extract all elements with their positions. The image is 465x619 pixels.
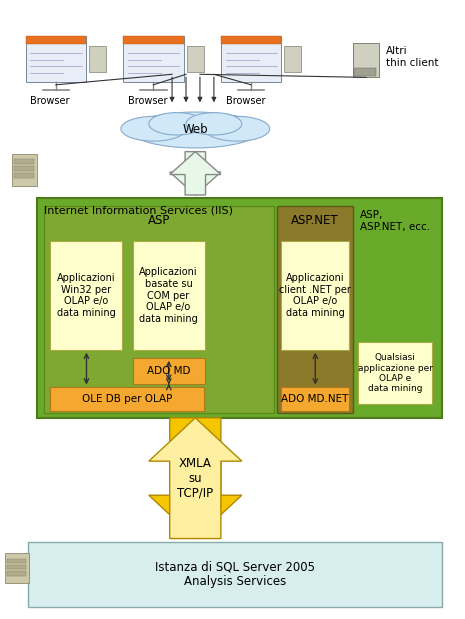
- Polygon shape: [149, 418, 242, 539]
- Text: Browser: Browser: [30, 96, 70, 106]
- Bar: [14, 173, 34, 178]
- Text: Applicazioni
client .NET per
OLAP e/o
data mining: Applicazioni client .NET per OLAP e/o da…: [279, 273, 351, 318]
- Text: Applicazioni
Win32 per
OLAP e/o
data mining: Applicazioni Win32 per OLAP e/o data min…: [57, 273, 116, 318]
- Bar: [123, 35, 184, 82]
- Text: ADO MD.NET: ADO MD.NET: [281, 394, 349, 404]
- Text: Web: Web: [182, 123, 208, 137]
- Bar: [133, 241, 205, 350]
- Ellipse shape: [149, 113, 205, 135]
- Bar: [358, 342, 432, 404]
- Text: Istanza di SQL Server 2005
Analysis Services: Istanza di SQL Server 2005 Analysis Serv…: [155, 560, 315, 589]
- Ellipse shape: [205, 116, 270, 141]
- Bar: [221, 35, 281, 44]
- Bar: [7, 571, 26, 576]
- Bar: [353, 43, 379, 77]
- Bar: [50, 387, 204, 411]
- Bar: [7, 559, 26, 563]
- Bar: [281, 387, 349, 411]
- Ellipse shape: [186, 113, 242, 135]
- Ellipse shape: [121, 116, 186, 141]
- Text: ADO MD: ADO MD: [147, 366, 190, 376]
- Bar: [187, 46, 204, 72]
- Bar: [281, 241, 349, 350]
- Bar: [221, 35, 281, 82]
- Text: Altri
thin client: Altri thin client: [386, 46, 438, 68]
- Text: XMLA
su
TCP/IP: XMLA su TCP/IP: [177, 457, 213, 500]
- Bar: [12, 154, 37, 186]
- Text: ASP: ASP: [148, 214, 170, 227]
- Bar: [133, 358, 205, 384]
- Bar: [277, 206, 353, 413]
- Bar: [354, 67, 376, 76]
- Polygon shape: [170, 152, 221, 195]
- Bar: [123, 35, 184, 44]
- Bar: [26, 35, 86, 82]
- Text: ASP.NET: ASP.NET: [291, 214, 339, 227]
- Polygon shape: [170, 152, 221, 195]
- Bar: [50, 241, 122, 350]
- Bar: [14, 166, 34, 171]
- Text: Browser: Browser: [226, 96, 265, 106]
- Bar: [37, 198, 442, 418]
- Bar: [28, 542, 442, 607]
- Text: ASP,
ASP.NET, ecc.: ASP, ASP.NET, ecc.: [360, 210, 431, 232]
- Bar: [5, 553, 29, 583]
- Polygon shape: [149, 418, 242, 539]
- Bar: [7, 565, 26, 569]
- Bar: [26, 35, 86, 44]
- Bar: [44, 206, 274, 413]
- Bar: [285, 46, 301, 72]
- Ellipse shape: [130, 112, 260, 148]
- Text: OLE DB per OLAP: OLE DB per OLAP: [82, 394, 172, 404]
- Bar: [14, 159, 34, 164]
- Text: Internet Information Services (IIS): Internet Information Services (IIS): [44, 206, 233, 215]
- Text: Qualsiasi
applicazione per
OLAP e
data mining: Qualsiasi applicazione per OLAP e data m…: [358, 353, 433, 393]
- Text: Applicazioni
basate su
COM per
OLAP e/o
data mining: Applicazioni basate su COM per OLAP e/o …: [139, 267, 198, 324]
- Bar: [89, 46, 106, 72]
- Text: Browser: Browser: [128, 96, 167, 106]
